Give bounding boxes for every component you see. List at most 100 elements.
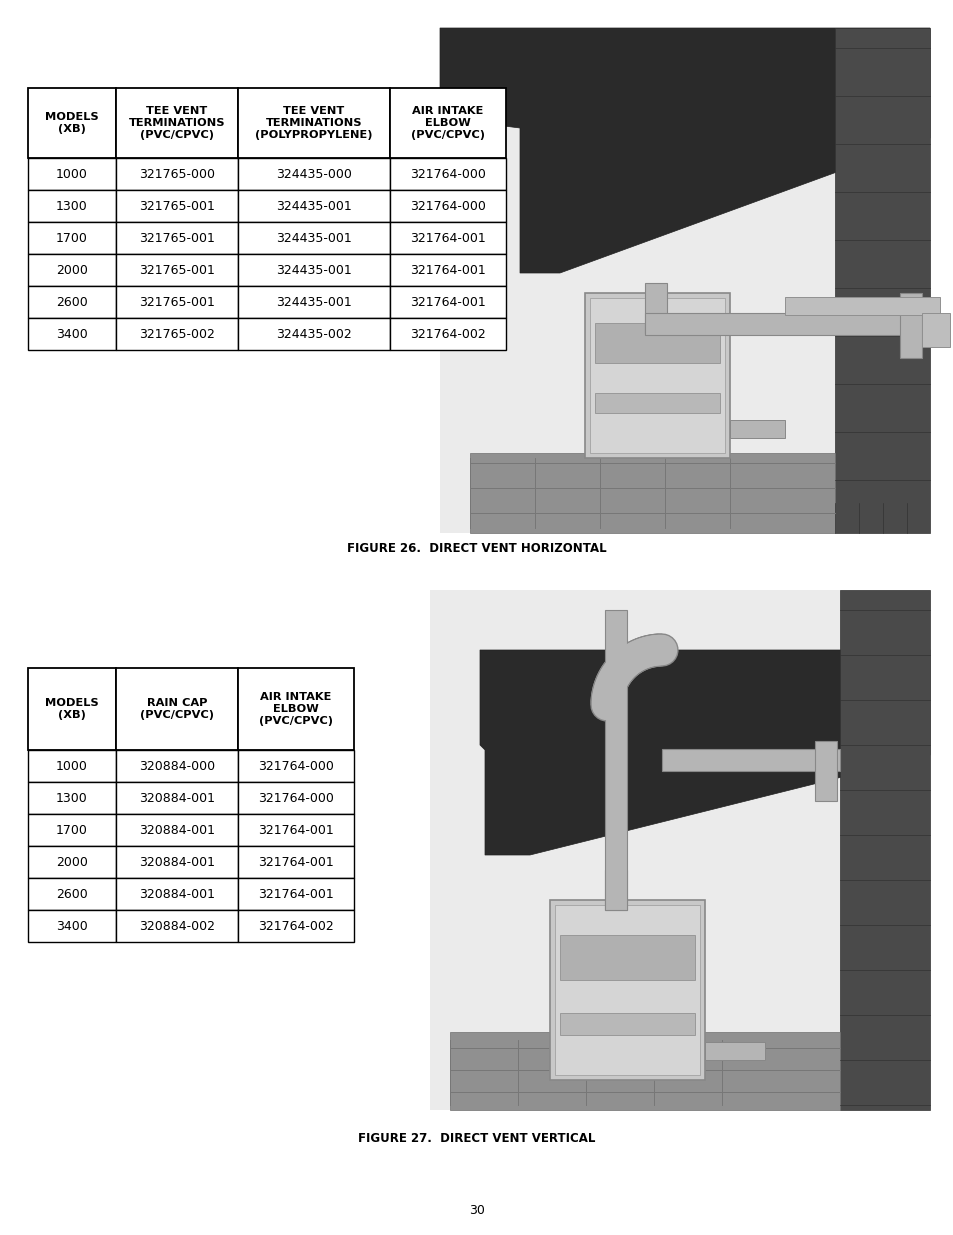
Bar xyxy=(116,158,237,190)
Bar xyxy=(595,324,720,363)
Text: 2000: 2000 xyxy=(56,263,88,277)
Bar xyxy=(237,287,390,317)
Bar xyxy=(661,748,840,771)
Text: 1000: 1000 xyxy=(56,760,88,773)
Bar xyxy=(237,782,354,814)
Text: 2600: 2600 xyxy=(56,295,88,309)
Bar xyxy=(237,750,354,782)
Text: TEE VENT
TERMINATIONS
(POLYPROPYLENE): TEE VENT TERMINATIONS (POLYPROPYLENE) xyxy=(255,106,373,140)
Bar xyxy=(390,222,505,254)
Text: 321764-001: 321764-001 xyxy=(258,856,334,868)
Bar xyxy=(116,88,237,158)
Bar xyxy=(595,393,720,412)
Bar xyxy=(390,158,505,190)
Text: 2600: 2600 xyxy=(56,888,88,900)
Text: 321764-002: 321764-002 xyxy=(258,920,334,932)
Text: 1000: 1000 xyxy=(56,168,88,180)
Text: 3400: 3400 xyxy=(56,327,88,341)
Bar xyxy=(28,782,116,814)
Bar xyxy=(644,312,924,335)
Text: MODELS
(XB): MODELS (XB) xyxy=(45,112,99,133)
Bar xyxy=(116,814,237,846)
Text: 324435-001: 324435-001 xyxy=(275,263,352,277)
Bar xyxy=(555,905,700,1074)
Bar xyxy=(237,158,390,190)
Text: 321765-001: 321765-001 xyxy=(139,231,214,245)
Bar xyxy=(840,590,929,1110)
Text: MODELS
(XB): MODELS (XB) xyxy=(45,698,99,720)
Text: 320884-001: 320884-001 xyxy=(139,824,214,836)
Bar xyxy=(584,293,729,458)
Bar xyxy=(704,1042,764,1060)
Text: 324435-002: 324435-002 xyxy=(275,327,352,341)
Bar xyxy=(237,317,390,350)
Bar xyxy=(439,28,929,534)
Bar xyxy=(814,741,836,802)
Text: 321765-001: 321765-001 xyxy=(139,263,214,277)
Bar xyxy=(237,878,354,910)
Bar xyxy=(28,668,116,750)
Text: 1700: 1700 xyxy=(56,824,88,836)
Text: AIR INTAKE
ELBOW
(PVC/CPVC): AIR INTAKE ELBOW (PVC/CPVC) xyxy=(411,106,484,140)
Text: 3400: 3400 xyxy=(56,920,88,932)
Bar xyxy=(28,910,116,942)
Text: 321764-001: 321764-001 xyxy=(410,295,485,309)
Bar xyxy=(116,317,237,350)
Bar xyxy=(237,668,354,750)
Bar xyxy=(237,222,390,254)
Bar xyxy=(921,312,949,347)
Bar xyxy=(28,190,116,222)
Bar xyxy=(439,28,929,534)
Text: RAIN CAP
(PVC/CPVC): RAIN CAP (PVC/CPVC) xyxy=(140,698,213,720)
Bar xyxy=(390,190,505,222)
Bar xyxy=(28,750,116,782)
Text: 321765-000: 321765-000 xyxy=(139,168,214,180)
Text: 321765-002: 321765-002 xyxy=(139,327,214,341)
Text: 321764-001: 321764-001 xyxy=(410,231,485,245)
Bar xyxy=(237,88,390,158)
Bar xyxy=(237,814,354,846)
Bar xyxy=(28,254,116,287)
Text: 321765-001: 321765-001 xyxy=(139,200,214,212)
Bar xyxy=(116,846,237,878)
Bar xyxy=(589,298,724,453)
Bar xyxy=(116,190,237,222)
Bar xyxy=(237,846,354,878)
Text: 1700: 1700 xyxy=(56,231,88,245)
Bar xyxy=(116,910,237,942)
Polygon shape xyxy=(439,28,929,273)
Text: 1300: 1300 xyxy=(56,792,88,804)
Text: 320884-001: 320884-001 xyxy=(139,888,214,900)
Text: 320884-002: 320884-002 xyxy=(139,920,214,932)
Text: 1300: 1300 xyxy=(56,200,88,212)
Bar xyxy=(390,317,505,350)
Bar xyxy=(470,453,834,534)
Text: 321764-000: 321764-000 xyxy=(258,792,334,804)
Bar xyxy=(390,88,505,158)
Bar xyxy=(559,935,695,981)
Text: 321764-000: 321764-000 xyxy=(410,168,485,180)
Text: 320884-001: 320884-001 xyxy=(139,856,214,868)
Bar xyxy=(550,900,704,1079)
Bar xyxy=(390,287,505,317)
Bar xyxy=(28,222,116,254)
Bar xyxy=(116,222,237,254)
Bar xyxy=(604,869,626,910)
Bar xyxy=(834,28,929,534)
Bar xyxy=(644,283,666,333)
Text: 321764-002: 321764-002 xyxy=(410,327,485,341)
Bar xyxy=(430,590,929,1110)
Text: 30: 30 xyxy=(469,1203,484,1216)
Bar xyxy=(237,254,390,287)
Bar xyxy=(390,254,505,287)
Bar xyxy=(28,317,116,350)
Text: FIGURE 26.  DIRECT VENT HORIZONTAL: FIGURE 26. DIRECT VENT HORIZONTAL xyxy=(347,541,606,555)
Text: AIR INTAKE
ELBOW
(PVC/CPVC): AIR INTAKE ELBOW (PVC/CPVC) xyxy=(258,693,333,726)
Polygon shape xyxy=(479,650,929,855)
Bar xyxy=(784,296,939,315)
Text: 324435-001: 324435-001 xyxy=(275,231,352,245)
Bar xyxy=(28,814,116,846)
Bar xyxy=(116,287,237,317)
Bar xyxy=(116,750,237,782)
Text: 324435-001: 324435-001 xyxy=(275,295,352,309)
